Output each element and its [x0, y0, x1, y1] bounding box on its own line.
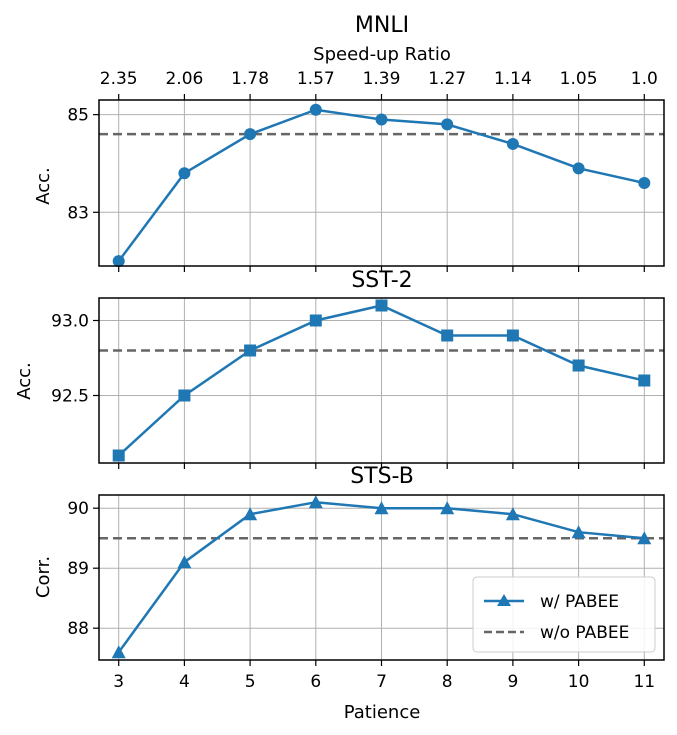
top-xtick-label: 1.57 — [297, 69, 335, 89]
data-point — [571, 525, 586, 539]
xtick-label: 3 — [113, 672, 124, 692]
data-point — [637, 531, 652, 545]
legend-series-marker — [497, 594, 511, 606]
data-point — [178, 389, 191, 402]
data-point — [441, 118, 454, 131]
data-point — [243, 507, 258, 521]
data-point — [506, 329, 519, 342]
xtick-label: 11 — [633, 672, 655, 692]
ytick-label: 83 — [67, 203, 89, 223]
data-point — [572, 162, 585, 175]
data-point — [177, 555, 192, 569]
top-xtick-label: 1.0 — [631, 69, 658, 89]
ytick-label: 88 — [67, 619, 89, 639]
top-xtick-label: 1.78 — [231, 69, 269, 89]
data-point — [440, 501, 455, 515]
ytick-label: 92.5 — [51, 387, 89, 407]
ytick-label: 90 — [67, 499, 89, 519]
data-point — [441, 329, 454, 342]
legend-series-label: w/ PABEE — [540, 592, 619, 612]
data-point — [375, 113, 388, 126]
legend: w/ PABEE w/o PABEE — [472, 576, 656, 653]
ytick-label: 85 — [67, 106, 89, 126]
data-point — [178, 167, 191, 180]
mnli-title: MNLI — [355, 13, 409, 38]
top-xtick-label: 1.05 — [560, 69, 598, 89]
sst2-ylabel: Acc. — [14, 362, 35, 400]
xtick-label: 4 — [179, 672, 190, 692]
sst2-title: SST-2 — [351, 268, 412, 293]
top-xtick-label: 1.39 — [363, 69, 401, 89]
top-xtick-label: 1.27 — [428, 69, 466, 89]
data-point — [572, 359, 585, 372]
data-point — [111, 645, 126, 659]
data-point — [308, 495, 323, 509]
data-point — [112, 449, 125, 462]
data-point — [309, 103, 322, 116]
stsb-ylabel: Corr. — [33, 556, 54, 598]
data-point — [244, 344, 257, 357]
data-point — [638, 374, 651, 387]
legend-baseline-label: w/o PABEE — [540, 623, 629, 643]
data-point — [638, 177, 651, 189]
xtick-label: 9 — [507, 672, 518, 692]
speedup-axis-label: Speed-up Ratio — [313, 44, 451, 65]
xtick-label: 5 — [245, 672, 256, 692]
data-point — [112, 255, 125, 268]
data-point — [244, 128, 257, 141]
data-point — [505, 507, 520, 521]
panel-0: 83 85 2.35 2.06 1.78 1.57 1.39 1.27 1.14 1.05 1.0 — [67, 69, 665, 272]
xtick-label: 6 — [310, 672, 321, 692]
legend-box — [472, 576, 656, 653]
xtick-label: 8 — [442, 672, 453, 692]
patience-axis-label: Patience — [344, 702, 421, 723]
xtick-label: 7 — [376, 672, 387, 692]
data-point — [309, 314, 322, 327]
xtick-label: 10 — [568, 672, 590, 692]
top-xtick-label: 2.06 — [165, 69, 203, 89]
top-xtick-label: 1.14 — [494, 69, 532, 89]
top-xtick-label: 2.35 — [100, 69, 138, 89]
data-point — [374, 501, 389, 515]
data-point — [375, 299, 388, 312]
mnli-ylabel: Acc. — [33, 167, 54, 205]
data-point — [506, 137, 519, 150]
ytick-label: 93.0 — [51, 312, 89, 332]
panel-1: 92.5 93.0 — [51, 297, 665, 469]
ytick-label: 89 — [67, 559, 89, 579]
